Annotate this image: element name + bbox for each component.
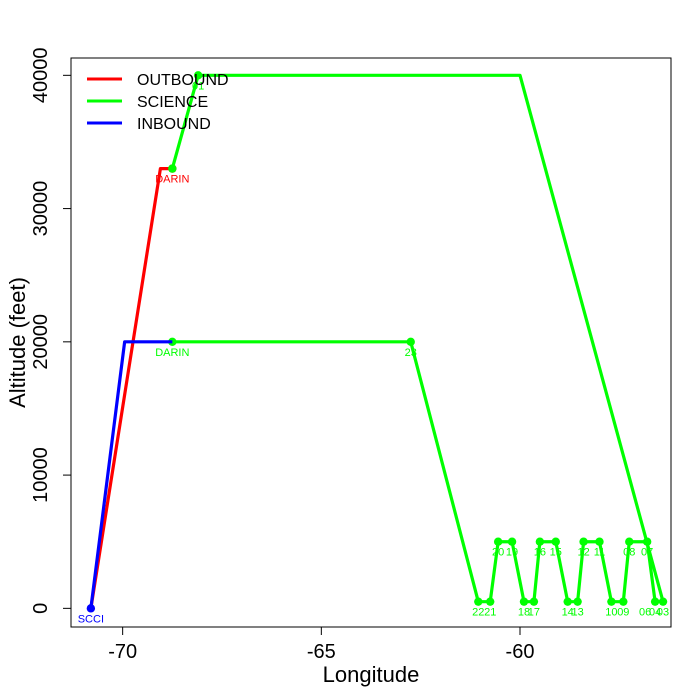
series-layer: DARIN01030406070809101112131415161718192… (78, 71, 669, 625)
data-point (619, 597, 628, 606)
x-axis-title: Longitude (323, 662, 420, 687)
y-tick-label: 10000 (30, 447, 52, 503)
data-point (625, 537, 634, 546)
data-point (493, 537, 503, 546)
series-outbound: DARIN (89, 164, 189, 609)
point-label: DARIN (155, 174, 189, 186)
data-point (519, 597, 529, 606)
point-label: 20 (492, 547, 504, 559)
legend-item-inbound: INBOUND (87, 116, 211, 133)
data-point (595, 537, 604, 546)
series-line-science (170, 73, 665, 604)
point-label: 12 (577, 547, 589, 559)
data-point (486, 597, 495, 606)
data-point (563, 597, 572, 606)
series-science: 0103040607080910111213141516171819202122… (155, 71, 669, 619)
point-label: 15 (550, 547, 562, 559)
point-label: 18 (518, 607, 530, 619)
point-label: 16 (534, 547, 546, 559)
legend: OUTBOUND SCIENCE INBOUND (87, 72, 229, 133)
point-label: 10 (605, 607, 617, 619)
legend-item-science: SCIENCE (87, 94, 208, 111)
y-tick-label: 30000 (30, 181, 52, 237)
data-point (507, 537, 517, 546)
point-label: 07 (641, 547, 653, 559)
point-label: 14 (562, 607, 574, 619)
data-point (86, 604, 96, 613)
point-label: 19 (506, 547, 518, 559)
point-label: DARIN (155, 347, 189, 359)
data-point (579, 537, 588, 546)
point-label: 01 (192, 80, 204, 92)
data-point (168, 164, 177, 173)
data-point (535, 537, 545, 546)
data-point (573, 597, 582, 606)
data-point (658, 597, 668, 606)
point-label: 23 (405, 347, 417, 359)
data-point (529, 597, 539, 606)
series-line-inbound (89, 340, 173, 609)
point-label: 17 (528, 607, 540, 619)
y-axis-title: Altitude (feet) (5, 277, 30, 408)
x-tick-label: -65 (307, 641, 336, 663)
point-label: 06 (639, 607, 651, 619)
point-label: 13 (571, 607, 583, 619)
legend-label: SCIENCE (137, 94, 208, 111)
point-label: 08 (623, 547, 635, 559)
point-label: 03 (657, 607, 669, 619)
data-point (650, 597, 660, 606)
series-inbound: SCCI (78, 340, 173, 625)
data-point (474, 597, 483, 606)
data-point (607, 597, 616, 606)
y-tick-label: 0 (30, 603, 52, 614)
legend-label: INBOUND (137, 116, 211, 133)
data-point (551, 537, 560, 546)
x-tick-label: -60 (506, 641, 535, 663)
legend-label: OUTBOUND (137, 72, 229, 89)
data-point (193, 71, 203, 80)
data-point (406, 337, 415, 347)
point-label: 22 (472, 607, 484, 619)
point-label: 11 (594, 547, 605, 559)
series-line-outbound (89, 167, 173, 609)
point-label: SCCI (78, 613, 104, 625)
point-label: 09 (617, 607, 629, 619)
data-point (642, 537, 652, 546)
y-tick-label: 40000 (30, 48, 52, 104)
legend-item-outbound: OUTBOUND (87, 72, 229, 89)
point-label: 21 (484, 607, 496, 619)
axes-layer: -70 -65 -60 0 10000 20000 30000 40000 (30, 48, 534, 663)
y-tick-label: 20000 (30, 314, 52, 370)
point-label: 04 (649, 607, 661, 619)
x-tick-label: -70 (108, 641, 137, 663)
